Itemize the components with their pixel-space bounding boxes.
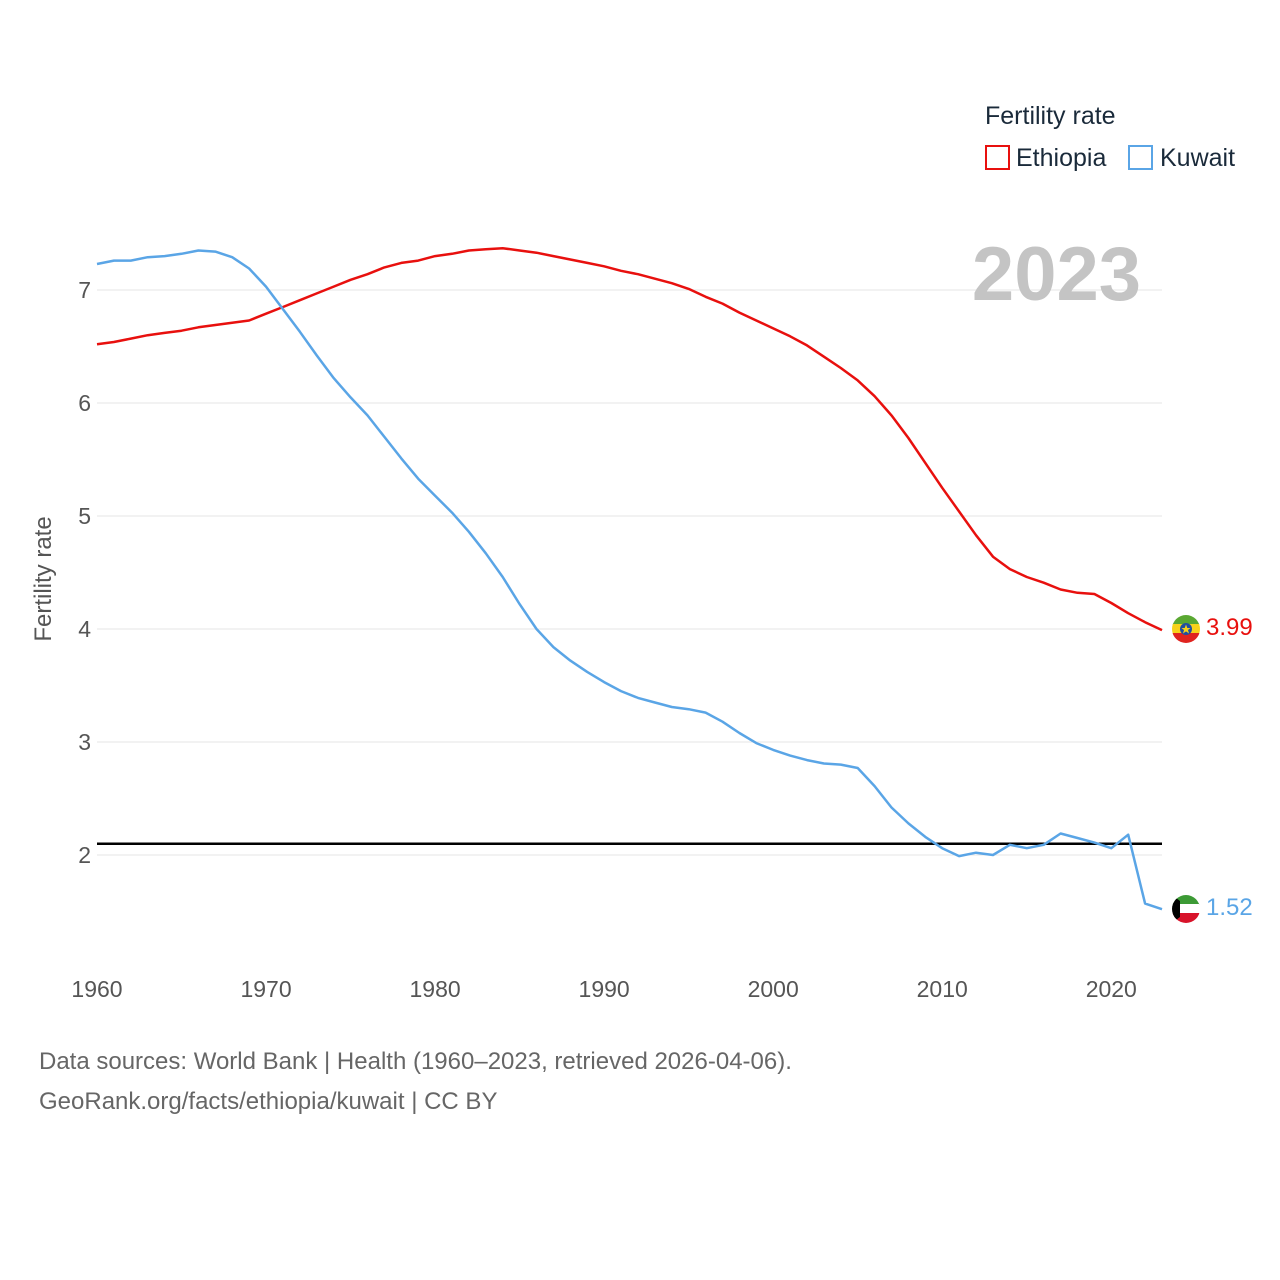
source-note: Data sources: World Bank | Health (1960–… xyxy=(39,1042,1239,1122)
source-line-2: GeoRank.org/facts/ethiopia/kuwait | CC B… xyxy=(39,1088,498,1115)
y-axis-ticks: 2 3 4 5 6 7 xyxy=(78,277,91,868)
x-tick-label: 1980 xyxy=(410,976,461,1002)
x-tick-label: 2020 xyxy=(1086,976,1137,1002)
ethiopia-flag-icon xyxy=(1172,615,1200,643)
legend: Fertility rate Ethiopia Kuwait xyxy=(985,102,1235,172)
ethiopia-end-value: 3.99 xyxy=(1206,614,1253,641)
legend-swatch-kuwait xyxy=(1128,145,1153,170)
y-tick-label: 3 xyxy=(78,729,91,755)
y-tick-label: 5 xyxy=(78,503,91,529)
source-line-1: Data sources: World Bank | Health (1960–… xyxy=(39,1048,792,1075)
x-tick-label: 1970 xyxy=(240,976,291,1002)
kuwait-end-value: 1.52 xyxy=(1206,894,1253,921)
series-line-kuwait xyxy=(96,249,1163,911)
kuwait-flag-icon xyxy=(1172,895,1200,923)
x-tick-label: 1990 xyxy=(579,976,630,1002)
series-lines xyxy=(96,246,1163,911)
x-tick-label: 2000 xyxy=(748,976,799,1002)
year-label: 2023 xyxy=(972,232,1141,317)
x-tick-label: 2010 xyxy=(917,976,968,1002)
series-line-ethiopia xyxy=(96,246,1163,632)
legend-label-kuwait: Kuwait xyxy=(1160,144,1235,172)
legend-label-ethiopia: Ethiopia xyxy=(1016,144,1106,172)
y-tick-label: 2 xyxy=(78,842,91,868)
y-axis-title: Fertility rate xyxy=(30,516,57,641)
x-axis-ticks: 1960 1970 1980 1990 2000 2010 2020 xyxy=(71,976,1136,1002)
y-tick-label: 4 xyxy=(78,616,91,642)
legend-swatch-ethiopia xyxy=(985,145,1010,170)
x-tick-label: 1960 xyxy=(71,976,122,1002)
y-tick-label: 7 xyxy=(78,277,91,303)
y-tick-label: 6 xyxy=(78,390,91,416)
legend-title: Fertility rate xyxy=(985,102,1116,130)
gridlines xyxy=(97,289,1162,856)
